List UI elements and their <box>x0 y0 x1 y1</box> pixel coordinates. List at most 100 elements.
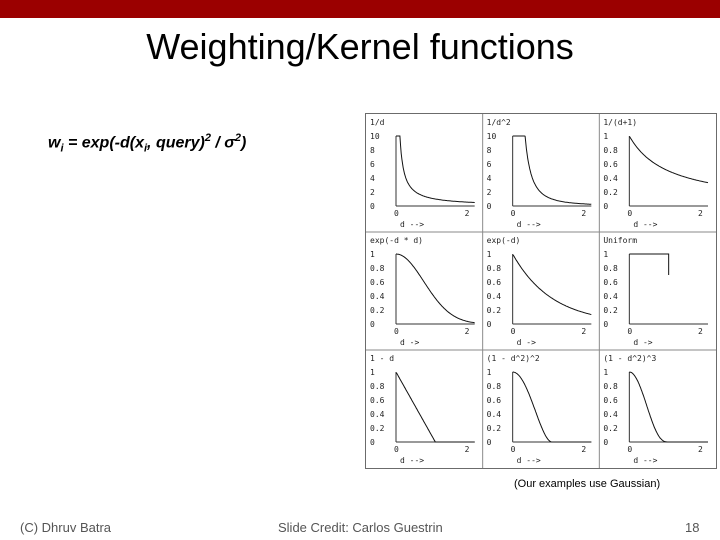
x-tick-label: 0 <box>394 445 399 454</box>
y-tick-label: 0.4 <box>370 292 385 301</box>
x-tick-label: 2 <box>465 327 470 336</box>
y-tick-label: 0.6 <box>603 278 618 287</box>
kernel-panel-inv: 1/d 10 8 6 4 2 0 0 2 d --> <box>370 118 475 229</box>
kernel-curve <box>512 135 592 205</box>
y-tick-label: 0.4 <box>603 292 618 301</box>
y-tick-label: 0 <box>370 438 375 447</box>
y-tick-label: 0.2 <box>603 188 618 197</box>
formula-lead: w <box>48 134 61 152</box>
y-tick-label: 0.8 <box>370 382 385 391</box>
figure-caption: (Our examples use Gaussian) <box>514 478 661 490</box>
y-tick-label: 0.6 <box>603 160 618 169</box>
y-tick-label: 0.4 <box>487 410 502 419</box>
y-tick-label: 1 <box>370 250 375 259</box>
y-tick-label: 1 <box>603 368 608 377</box>
x-tick-label: 0 <box>627 445 632 454</box>
kernel-curve <box>629 253 670 275</box>
kernel-curve <box>396 253 475 324</box>
panel-title: exp(-d * d) <box>370 236 423 245</box>
x-axis-label: d --> <box>633 456 657 465</box>
x-axis-label: d --> <box>517 456 541 465</box>
y-tick-label: 0.8 <box>370 264 385 273</box>
y-tick-label: 0.6 <box>487 278 502 287</box>
kernel-panel-exp: exp(-d) 1 0.8 0.6 0.4 0.2 0 0 2 d -> <box>487 236 592 347</box>
y-tick-label: 0 <box>603 202 608 211</box>
y-tick-label: 0.6 <box>370 396 385 405</box>
x-axis-label: d --> <box>517 220 541 229</box>
y-tick-label: 4 <box>487 174 492 183</box>
x-tick-label: 2 <box>698 327 703 336</box>
kernel-panel-linear: 1 - d 1 0.8 0.6 0.4 0.2 0 0 2 d --> <box>370 354 475 465</box>
panel-title: 1/(d+1) <box>603 118 637 127</box>
y-tick-label: 0.4 <box>370 410 385 419</box>
page-number: 18 <box>685 520 700 535</box>
kernel-panel-triweight: (1 - d^2)^3 1 0.8 0.6 0.4 0.2 0 0 2 d --> <box>603 354 708 465</box>
y-tick-label: 8 <box>487 146 492 155</box>
panel-title: Uniform <box>603 236 637 245</box>
slide-title: Weighting/Kernel functions <box>146 26 574 67</box>
kernel-panel-quartic: (1 - d^2)^2 1 0.8 0.6 0.4 0.2 0 0 2 d --> <box>487 354 592 465</box>
formula-lead-sub: i <box>60 142 64 155</box>
x-axis-label: d -> <box>517 338 536 347</box>
y-tick-label: 0.4 <box>603 174 618 183</box>
kernel-panel-inv2: 1/d^2 10 8 6 4 2 0 0 2 d --> <box>487 118 592 229</box>
header-accent-bar <box>0 0 720 18</box>
x-tick-label: 2 <box>698 445 703 454</box>
y-tick-label: 1 <box>487 368 492 377</box>
y-tick-label: 0.8 <box>603 382 618 391</box>
x-tick-label: 0 <box>511 445 516 454</box>
formula-square-2: 2 <box>234 132 242 144</box>
x-tick-label: 2 <box>465 445 470 454</box>
x-tick-label: 0 <box>627 209 632 218</box>
y-tick-label: 1 <box>370 368 375 377</box>
panel-title: (1 - d^2)^2 <box>487 354 540 363</box>
y-tick-label: 1 <box>603 132 608 141</box>
panel-title: exp(-d) <box>487 236 521 245</box>
y-tick-label: 1 <box>603 250 608 259</box>
x-tick-label: 2 <box>465 209 470 218</box>
y-tick-label: 2 <box>487 188 492 197</box>
kernel-curve <box>629 371 708 443</box>
x-axis-label: d --> <box>400 456 424 465</box>
footer-copyright: (C) Dhruv Batra <box>20 520 112 535</box>
footer-credit: Slide Credit: Carlos Guestrin <box>278 520 443 535</box>
kernel-curve <box>396 135 475 203</box>
panel-title: 1/d^2 <box>487 118 511 127</box>
y-tick-label: 6 <box>370 160 375 169</box>
y-tick-label: 0.2 <box>487 306 502 315</box>
y-tick-label: 0.8 <box>603 264 618 273</box>
x-tick-label: 2 <box>581 209 586 218</box>
y-tick-label: 0.4 <box>487 292 502 301</box>
y-tick-label: 0 <box>487 438 492 447</box>
y-tick-label: 0 <box>487 202 492 211</box>
y-tick-label: 0 <box>487 320 492 329</box>
y-tick-label: 0.8 <box>487 264 502 273</box>
x-tick-label: 0 <box>394 209 399 218</box>
y-tick-label: 0 <box>370 202 375 211</box>
y-tick-label: 0.2 <box>603 306 618 315</box>
y-tick-label: 0.2 <box>487 424 502 433</box>
formula-div: / σ <box>210 134 235 152</box>
formula-eq: = exp(-d(x <box>63 134 144 152</box>
kernel-panel-invp1: 1/(d+1) 1 0.8 0.6 0.4 0.2 0 0 2 d --> <box>603 118 709 229</box>
kernel-curve <box>629 136 709 184</box>
y-tick-label: 0.2 <box>370 424 385 433</box>
y-tick-label: 0.2 <box>370 306 385 315</box>
x-axis-label: d --> <box>633 220 657 229</box>
kernel-formula: wi = exp(-d(xi, query)2 / σ2) <box>48 132 246 155</box>
x-tick-label: 2 <box>581 327 586 336</box>
kernel-functions-figure: 1/d 10 8 6 4 2 0 0 2 d --> 1/d^2 10 8 6 4 2 0 0 2 d --> 1/(d… <box>365 113 717 469</box>
y-tick-label: 0 <box>370 320 375 329</box>
x-tick-label: 2 <box>581 445 586 454</box>
y-tick-label: 10 <box>370 132 380 141</box>
kernel-curve <box>512 371 592 443</box>
x-axis-label: d -> <box>400 338 419 347</box>
y-tick-label: 4 <box>370 174 375 183</box>
y-tick-label: 0.8 <box>487 382 502 391</box>
panel-title: 1 - d <box>370 354 394 363</box>
formula-x-sub: i <box>143 142 148 155</box>
y-tick-label: 0.4 <box>603 410 618 419</box>
y-tick-label: 0.6 <box>370 278 385 287</box>
x-tick-label: 0 <box>511 209 516 218</box>
